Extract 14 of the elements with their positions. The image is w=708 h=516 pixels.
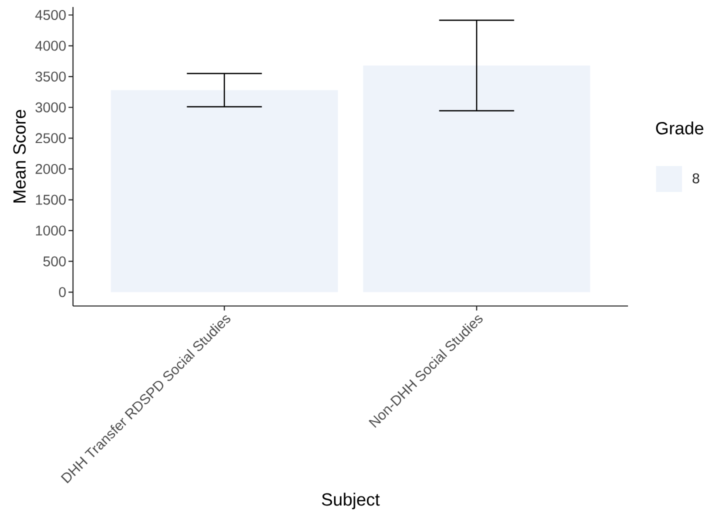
y-tick-label: 3500 [35, 72, 66, 82]
y-tick-label: 4500 [35, 10, 66, 20]
y-tick-label: 1500 [36, 194, 66, 205]
y-tick-label: 1000 [36, 226, 66, 236]
x-axis-title: Subject [322, 492, 380, 510]
y-axis-title: Mean Score [13, 110, 26, 203]
y-tick-label: 4000 [35, 40, 66, 51]
y-tick-label: 3000 [35, 102, 66, 112]
y-tick-label: 0 [59, 287, 66, 298]
legend-label: 8 [692, 173, 700, 184]
y-tick-label: 2500 [36, 133, 66, 144]
y-tick-label: 2000 [36, 164, 66, 174]
y-tick-label: 500 [43, 256, 66, 266]
legend-title: Grade [656, 122, 704, 134]
